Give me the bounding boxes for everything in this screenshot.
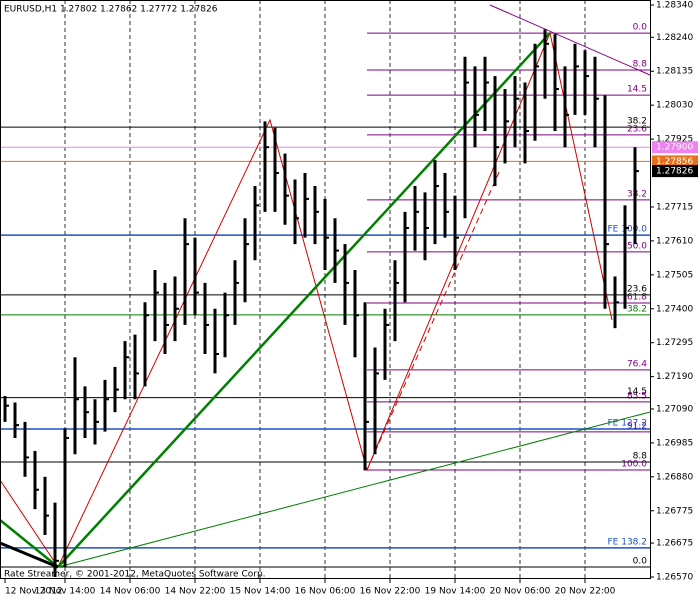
zigzag bbox=[0, 31, 613, 569]
y-tick-label: 1.27090 bbox=[656, 404, 693, 414]
y-tick-label: 1.27505 bbox=[656, 270, 693, 280]
y-tick-label: 1.27400 bbox=[656, 304, 693, 314]
dashed-trend bbox=[366, 169, 501, 471]
x-tick-label: 19 Nov 14:00 bbox=[425, 587, 486, 597]
x-tick-label: 14 Nov 22:00 bbox=[165, 587, 226, 597]
x-tick-label: 16 Nov 22:00 bbox=[360, 587, 421, 597]
level-label: 8.8 bbox=[633, 451, 648, 461]
y-tick-label: 1.27715 bbox=[656, 202, 693, 212]
y-tick-label: 1.27610 bbox=[656, 236, 693, 246]
price-box-label: 1.27856 bbox=[656, 157, 693, 167]
price-box bbox=[652, 165, 698, 178]
x-tick-label: 15 Nov 14:00 bbox=[230, 587, 291, 597]
y-tick-label: 1.26880 bbox=[656, 472, 693, 482]
bars bbox=[3, 29, 639, 577]
x-tick-label: 20 Nov 22:00 bbox=[555, 587, 616, 597]
level-label: 38.2 bbox=[627, 117, 647, 127]
x-tick-label: 13 Nov 14:00 bbox=[35, 587, 96, 597]
level-label: 100.0 bbox=[621, 460, 647, 470]
level-label: 0.0 bbox=[633, 556, 648, 566]
level-label: FE 100.0 bbox=[608, 225, 648, 235]
y-tick-label: 1.27295 bbox=[656, 338, 693, 348]
x-tick-label: 14 Nov 06:00 bbox=[100, 587, 161, 597]
price-box bbox=[652, 155, 698, 168]
chart-title: EURUSD,H1 1.27802 1.27862 1.27772 1.2782… bbox=[4, 5, 218, 15]
price-box bbox=[652, 141, 698, 154]
level-label: 38.2 bbox=[627, 304, 647, 314]
trend-lines bbox=[0, 4, 651, 569]
level-label: 23.6 bbox=[627, 284, 647, 294]
y-tick-label: 1.28030 bbox=[656, 101, 693, 111]
level-label: 14.5 bbox=[627, 85, 647, 95]
y-tick-label: 1.28340 bbox=[656, 1, 693, 11]
level-label: 38.2 bbox=[627, 189, 647, 199]
y-tick-label: 1.28135 bbox=[656, 67, 693, 77]
level-label: FE 138.2 bbox=[608, 537, 648, 547]
price-box-label: 1.27826 bbox=[656, 167, 693, 177]
level-label: 14.5 bbox=[627, 387, 647, 397]
y-tick-label: 1.26985 bbox=[656, 438, 693, 448]
trend-line bbox=[57, 32, 551, 568]
y-tick-label: 1.26775 bbox=[656, 506, 693, 516]
level-label: FE 127.2 bbox=[608, 418, 648, 428]
trend-line bbox=[57, 411, 651, 568]
y-tick-label: 1.27925 bbox=[656, 135, 693, 145]
level-label: 8.8 bbox=[633, 59, 648, 69]
footer: Rate Streamer, © 2001-2012, MetaQuotes S… bbox=[4, 570, 266, 580]
level-label: 76.4 bbox=[627, 359, 647, 369]
level-label: 61.8 bbox=[627, 292, 647, 302]
frame bbox=[0, 0, 651, 579]
level-label: 0.0 bbox=[633, 23, 648, 33]
trend-line bbox=[0, 519, 59, 568]
level-label: 85.5 bbox=[627, 391, 647, 401]
y-tick-label: 1.28240 bbox=[656, 33, 693, 43]
trend-line bbox=[0, 541, 59, 569]
x-tick-label: 16 Nov 06:00 bbox=[295, 587, 356, 597]
level-label: 91.2 bbox=[627, 421, 647, 431]
level-label: 50.0 bbox=[627, 241, 647, 251]
y-tick-label: 1.27190 bbox=[656, 372, 693, 382]
y-tick-label: 1.26675 bbox=[656, 539, 693, 549]
x-tick-label: 20 Nov 06:00 bbox=[490, 587, 551, 597]
trend-line bbox=[489, 4, 651, 76]
x-tick-label: 12 Nov 2012 bbox=[5, 587, 63, 597]
level-label: 23.6 bbox=[627, 124, 647, 134]
price-box-label: 1.27900 bbox=[656, 143, 693, 153]
levels: 0.08.814.523.638.250.061.876.485.591.210… bbox=[0, 23, 650, 568]
y-tick-label: 1.26570 bbox=[656, 573, 693, 583]
